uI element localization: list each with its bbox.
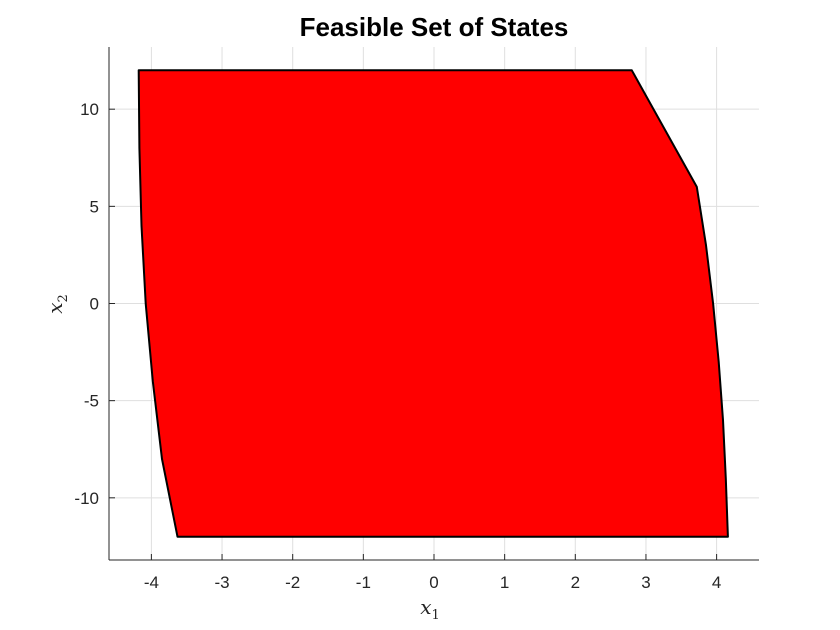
- x-tick-label: 1: [500, 573, 509, 592]
- x-tick-label: -4: [144, 573, 159, 592]
- x-tick-label: 3: [641, 573, 650, 592]
- x-tick-label: -2: [285, 573, 300, 592]
- x-tick-label: 4: [712, 573, 721, 592]
- y-tick-label: 5: [90, 197, 99, 216]
- feasible-region: [137, 69, 729, 538]
- y-tick-label: -10: [74, 489, 99, 508]
- x-tick-label: 2: [571, 573, 580, 592]
- y-axis-ticks: -10 -5 0 5 10: [74, 100, 115, 508]
- y-tick-label: 0: [90, 295, 99, 314]
- x-axis-ticks: -4 -3 -2 -1 0 1 2 3 4: [144, 554, 721, 592]
- x-tick-label: -1: [356, 573, 371, 592]
- y-tick-label: 10: [80, 100, 99, 119]
- y-axis-label: x2: [43, 294, 71, 314]
- x-tick-label: 0: [429, 573, 438, 592]
- y-tick-label: -5: [84, 392, 99, 411]
- x-tick-label: -3: [214, 573, 229, 592]
- chart-title: Feasible Set of States: [300, 12, 569, 42]
- x-axis-label: x1: [420, 595, 440, 623]
